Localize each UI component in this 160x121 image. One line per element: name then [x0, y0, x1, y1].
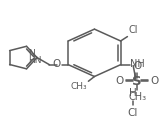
- Text: CH₃: CH₃: [128, 92, 146, 102]
- Text: N: N: [28, 49, 35, 58]
- Text: O: O: [115, 76, 124, 86]
- Text: Cl: Cl: [128, 108, 138, 118]
- Text: HN: HN: [28, 56, 42, 65]
- Text: O: O: [133, 61, 141, 71]
- Text: S: S: [132, 75, 142, 88]
- Text: H: H: [129, 88, 137, 98]
- Text: O: O: [151, 76, 159, 86]
- Text: NH: NH: [130, 59, 145, 69]
- Text: Cl: Cl: [129, 25, 138, 35]
- Text: CH₃: CH₃: [70, 82, 87, 91]
- Text: O: O: [52, 59, 61, 69]
